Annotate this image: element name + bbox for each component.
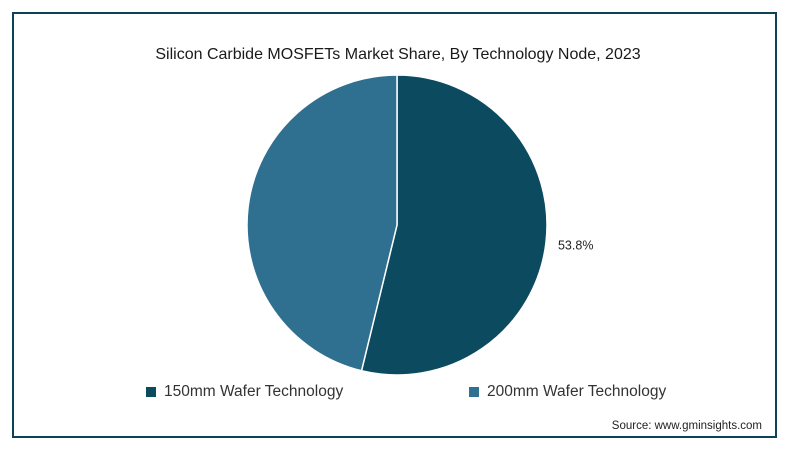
legend-label-200mm: 200mm Wafer Technology <box>487 383 667 400</box>
legend-item-200mm: 200mm Wafer Technology <box>469 383 666 401</box>
legend: 150mm Wafer Technology 200mm Wafer Techn… <box>0 383 796 403</box>
pie-data-label-0: 53.8% <box>558 239 593 253</box>
legend-label-150mm: 150mm Wafer Technology <box>164 383 344 400</box>
legend-swatch-200mm <box>469 387 479 397</box>
pie-slice-0 <box>360 74 548 376</box>
chart-title: Silicon Carbide MOSFETs Market Share, By… <box>155 46 641 63</box>
source-note: Source: www.gminsights.com <box>611 420 762 432</box>
legend-item-150mm: 150mm Wafer Technology <box>146 383 343 401</box>
legend-swatch-150mm <box>146 387 156 397</box>
pie-slice-1 <box>246 74 398 372</box>
